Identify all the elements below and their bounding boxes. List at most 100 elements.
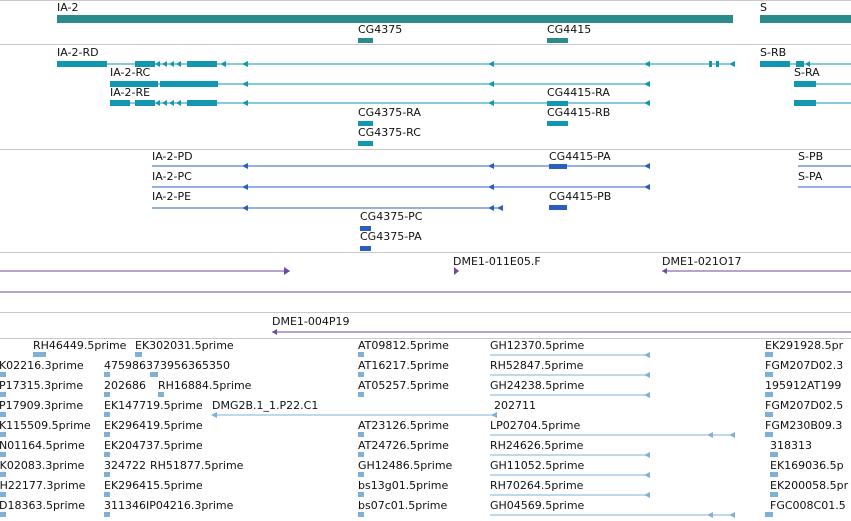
protein-label[interactable]: CG4375-PC [360,210,423,223]
est-label[interactable]: RH46449.5prime [33,339,127,352]
transcript-label[interactable]: IA-2-RD [57,46,99,59]
est-label[interactable]: GH24238.5prime [490,379,585,392]
est-label[interactable]: bs13g01.5prime [358,479,449,492]
est-label[interactable]: EK296415.5prime [104,479,203,492]
protein-label[interactable]: S-PA [798,170,823,183]
est-label[interactable]: 475986373956365350 [104,359,230,372]
protein-cg4415-pb[interactable] [549,205,567,210]
est-label[interactable]: GH04569.5prime [490,499,585,512]
transcript-ia-2-re[interactable] [110,100,650,106]
transcript-label[interactable]: IA-2-RE [110,86,151,99]
gene-label[interactable]: CG4375 [358,23,403,36]
est-label[interactable]: EN01164.5prime [0,439,85,452]
gene-cg4415-bar[interactable] [547,38,568,43]
est-label[interactable]: 324722 [104,459,146,472]
est-label[interactable]: FGM207D02.3 [765,359,844,372]
protein-label[interactable]: IA-2-PC [152,170,192,183]
transcript-cg4375-ra[interactable] [358,121,373,126]
transcript-ia-2-rd[interactable] [57,61,735,67]
est-label[interactable]: RH51877.5prime [150,459,244,472]
clone-label[interactable]: DME1-011E05.F [453,255,541,268]
clone-dme1-021o17[interactable] [662,268,851,274]
gene-ia-2-bar[interactable] [57,15,733,23]
protein-label[interactable]: IA-2-PE [152,190,192,203]
est-label[interactable]: AT16217.5prime [358,359,449,372]
est-label[interactable]: RH24626.5prime [490,439,584,452]
est-label[interactable]: 195912AT199 [765,379,842,392]
transcript-ia-2-rc[interactable] [110,81,650,87]
transcript-cg4415-rb[interactable] [547,121,568,126]
est-label[interactable]: AT05257.5prime [358,379,449,392]
est-label[interactable]: GH12486.5prime [358,459,453,472]
clone-dme1-011e05-f[interactable] [454,267,459,275]
est-label[interactable]: EK302031.5prime [135,339,234,352]
est-label[interactable]: DMG2B.1_1.P22.C1 [212,399,319,412]
est-label[interactable]: 318313 [770,439,812,452]
est-label[interactable]: EP17909.3prime [0,399,84,412]
protein-label[interactable]: CG4375-PA [360,230,422,243]
transcript-s-ra[interactable] [794,81,851,87]
clone-label[interactable]: DME1-004P19 [272,315,350,328]
est-label[interactable]: EK296419.5prime [104,419,203,432]
transcript-label[interactable]: CG4415-RB [547,106,611,119]
transcript-s-ra-row2[interactable] [794,100,851,106]
est-label[interactable]: bs07c01.5prime [358,499,448,512]
protein-label[interactable]: IA-2-PD [152,150,193,163]
est-label[interactable]: CK02083.3prime [0,459,85,472]
est-label[interactable]: EK169036.5p [770,459,844,472]
transcript-s-rb[interactable] [760,61,851,67]
est-label[interactable]: FGM207D02.5 [765,399,844,412]
clone-label[interactable]: DME1-021O17 [662,255,742,268]
transcript-cg4415-ra[interactable] [547,101,568,106]
est-label[interactable]: FGC008C01.5 [770,499,846,512]
transcript-label[interactable]: S-RA [794,66,820,79]
protein-label[interactable]: S-PB [798,150,824,163]
protein-cg4415-pa[interactable] [549,164,567,169]
transcript-label[interactable]: CG4415-RA [547,86,610,99]
est-label[interactable]: RH70264.5prime [490,479,584,492]
gene-label[interactable]: IA-2 [57,1,79,14]
track-divider [0,312,851,313]
protein-label[interactable]: CG4415-PA [549,150,611,163]
protein-cg4375-pa[interactable] [360,246,371,251]
est-label[interactable]: EK115509.5prime [0,419,91,432]
est-label[interactable]: EK204737.5prime [104,439,203,452]
est-label[interactable]: SD18363.5prime [0,499,85,512]
est-label[interactable]: AT09812.5prime [358,339,449,352]
est-label[interactable]: EK200058.5pr [770,479,849,492]
est-label[interactable]: EP17315.3prime [0,379,84,392]
est-label[interactable]: 202711 [494,399,536,412]
est-label[interactable]: GH12370.5prime [490,339,585,352]
transcript-label[interactable]: CG4375-RC [358,126,421,139]
protein-label[interactable]: CG4415-PB [549,190,612,203]
est-label[interactable]: AT24726.5prime [358,439,449,452]
est-label[interactable]: 202686 [104,379,146,392]
est-label[interactable]: RH52847.5prime [490,359,584,372]
protein-ia-2-pd[interactable] [152,163,650,169]
gene-track [57,15,851,43]
gene-cg4375-bar[interactable] [358,38,373,43]
transcript-label[interactable]: S-RB [760,46,787,59]
protein-cg4375-pc[interactable] [360,226,371,231]
transcript-cg4375-rc[interactable] [358,141,373,146]
protein-ia-2-pe[interactable] [152,205,503,211]
est-label[interactable]: EK291928.5pr [765,339,844,352]
clone-dme1-004p19[interactable] [272,329,851,335]
est-label[interactable]: GH11052.5prime [490,459,585,472]
est-label[interactable]: FGM230B09.3 [765,419,843,432]
est-label[interactable]: EK147719.5prime [104,399,203,412]
gene-label[interactable]: S [760,1,767,14]
est-label[interactable]: AT23126.5prime [358,419,449,432]
transcript-label[interactable]: CG4375-RA [358,106,421,119]
gene-s-bar[interactable] [760,15,851,23]
est-label[interactable]: IP04216.3prime [146,499,234,512]
est-label[interactable]: EK02216.3prime [0,359,84,372]
clone-long-1[interactable] [0,267,290,275]
gene-label[interactable]: CG4415 [547,23,592,36]
transcript-label[interactable]: IA-2-RC [110,66,151,79]
est-label[interactable]: LP02704.5prime [490,419,581,432]
est-label[interactable]: RH22177.3prime [0,479,86,492]
est-label[interactable]: RH16884.5prime [158,379,252,392]
est-label[interactable]: 311346 [104,499,146,512]
protein-ia-2-pc[interactable] [152,184,650,190]
